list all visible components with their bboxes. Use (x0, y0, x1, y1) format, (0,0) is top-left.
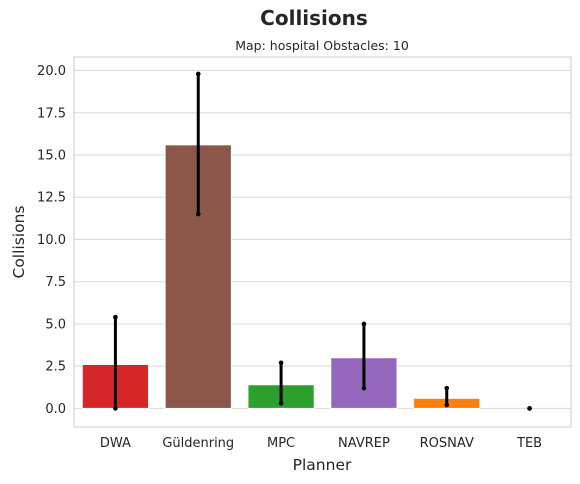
y-axis-label: Collisions (10, 206, 28, 279)
error-cap-top (444, 385, 450, 391)
x-tick-label: Güldenring (162, 436, 234, 451)
error-cap-top (195, 71, 201, 77)
gridlines (74, 70, 571, 409)
error-cap-top (278, 360, 284, 366)
plot-frame (73, 56, 572, 428)
y-tick-label: 17.5 (37, 106, 66, 121)
y-tick-label: 5.0 (45, 317, 66, 332)
chart-subtitle: Map: hospital Obstacles: 10 (235, 38, 409, 53)
x-tick-label: ROSNAV (420, 436, 474, 451)
chart-title: Collisions (260, 6, 368, 30)
y-tick-label: 10.0 (37, 233, 66, 248)
error-cap-bottom (278, 401, 284, 406)
error-cap-bottom (361, 385, 367, 391)
error-cap-top (361, 321, 367, 327)
x-tick-label: MPC (267, 436, 295, 451)
y-tick-label: 20.0 (37, 64, 66, 79)
y-tick-labels: 0.0 2.5 5.0 7.5 10.0 12.5 15.0 17.5 20.0 (37, 64, 66, 417)
x-tick-label: TEB (516, 436, 542, 451)
y-tick-label: 12.5 (37, 191, 66, 206)
error-cap-bottom (113, 406, 118, 411)
error-cap-bottom (527, 406, 532, 411)
x-axis-label: Planner (293, 456, 352, 474)
y-tick-label: 15.0 (37, 148, 66, 163)
error-cap-top (113, 314, 118, 320)
x-tick-labels: DWA Güldenring MPC NAVREP ROSNAV TEB (100, 436, 542, 451)
error-cap-bottom (444, 402, 450, 408)
x-tick-label: DWA (100, 436, 131, 451)
y-tick-label: 2.5 (45, 360, 66, 375)
y-tick-label: 7.5 (45, 275, 66, 290)
x-tick-label: NAVREP (338, 436, 390, 451)
error-bars (113, 71, 532, 411)
y-tick-label: 0.0 (45, 402, 66, 417)
error-cap-bottom (195, 211, 201, 217)
